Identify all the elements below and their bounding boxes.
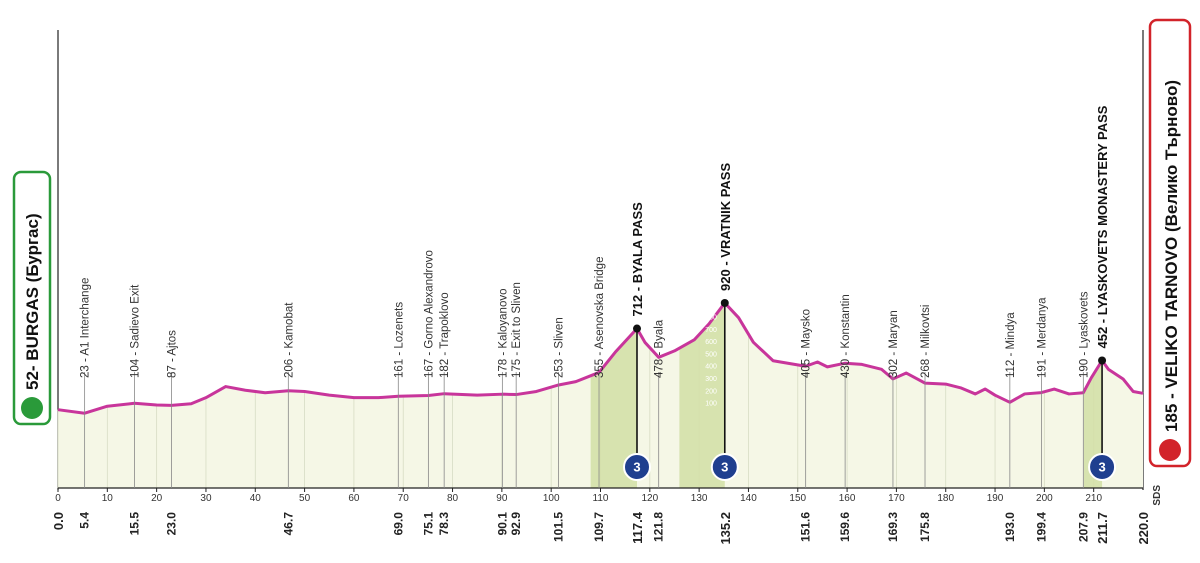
climb-label: 712 - BYALA PASS	[630, 202, 645, 317]
waypoint-label: 253 - Sliven	[554, 317, 566, 378]
waypoint-label: 191 - Merdanya	[1036, 297, 1048, 378]
waypoint-km: 75.1	[421, 512, 435, 536]
waypoint-km: 23.0	[164, 512, 178, 536]
waypoint-km: 169.3	[886, 512, 900, 542]
waypoint-label: 268 - Milkovtsi	[920, 305, 932, 379]
start-km: 0.0	[51, 512, 66, 530]
waypoint-label: 112 - Mindya	[1005, 312, 1017, 378]
climb-icon	[710, 453, 739, 481]
y-tick-label: 500	[705, 351, 717, 358]
y-tick-label: 600	[705, 339, 717, 346]
climb-km: 117.4	[630, 511, 645, 544]
waypoint-km: 175.8	[918, 512, 932, 542]
waypoint-label: 175 - Exit to Sliven	[511, 282, 523, 378]
waypoint-km: 92.9	[509, 512, 523, 536]
waypoint-km: 90.1	[495, 512, 509, 536]
x-tick-label: 20	[151, 493, 163, 504]
climb-km: 135.2	[718, 512, 733, 545]
climb-category: 3	[721, 459, 728, 474]
waypoint-label: 167 - Gorno Alexandrovo	[423, 250, 435, 378]
x-tick-label: 110	[593, 493, 609, 504]
waypoint-km: 69.0	[391, 512, 405, 536]
waypoint-km: 121.8	[652, 512, 666, 542]
x-tick-label: 0	[55, 493, 61, 504]
x-tick-label: 60	[348, 493, 360, 504]
climb-shade	[679, 302, 725, 488]
y-tick-label: 700	[705, 327, 717, 334]
x-tick-label: 80	[447, 493, 459, 504]
waypoint-label: 182 - Trapoklovo	[439, 292, 451, 378]
logo: SDS	[1152, 485, 1163, 506]
y-tick-label: 100	[705, 401, 717, 408]
waypoint-km: 199.4	[1034, 512, 1048, 542]
x-tick-label: 120	[641, 493, 658, 504]
x-tick-label: 170	[888, 493, 905, 504]
waypoint-label: 206 - Kamobat	[283, 302, 295, 378]
waypoint-km: 15.5	[127, 512, 141, 536]
finish-icon	[1159, 439, 1181, 461]
waypoint-km: 101.5	[552, 512, 566, 542]
profile-line	[57, 301, 1144, 415]
waypoint-km: 78.3	[437, 512, 451, 536]
x-tick-label: 140	[740, 493, 757, 504]
finish-label: 185 - VELIKO TARNOVO (Велико Търново)	[1162, 80, 1181, 432]
x-tick-label: 150	[789, 493, 806, 504]
waypoint-label: 302 - Maryan	[888, 310, 900, 378]
x-tick-label: 190	[987, 493, 1004, 504]
waypoint-km: 207.9	[1076, 512, 1090, 542]
y-tick-label: 400	[705, 364, 717, 371]
climb-category: 3	[1098, 459, 1105, 474]
y-tick-label: 800	[705, 315, 717, 322]
x-tick-label: 90	[496, 493, 508, 504]
waypoint-km: 5.4	[78, 512, 92, 529]
x-tick-label: 70	[398, 493, 410, 504]
climb-top	[1098, 356, 1107, 365]
x-tick-label: 130	[691, 493, 708, 504]
x-tick-label: 160	[839, 493, 856, 504]
climb-shade	[590, 328, 637, 488]
waypoint-label: 87 - Ajtos	[166, 330, 178, 378]
start-box	[12, 170, 52, 426]
waypoint-label: 190 - Lyaskovets	[1078, 291, 1090, 378]
waypoint-label: 161 - Lozenets	[393, 302, 405, 378]
climb-label: 452 - LYASKOVETS MONASTERY PASS	[1095, 105, 1110, 348]
climb-icon	[1088, 453, 1117, 481]
climb-category: 3	[633, 459, 640, 474]
x-tick-label: 30	[200, 493, 212, 504]
x-tick-label: 40	[250, 493, 262, 504]
climb-icon	[622, 453, 651, 481]
waypoint-label: 23 - A1 Interchange	[80, 278, 92, 378]
climb-km: 211.7	[1095, 512, 1110, 544]
climb-top	[632, 324, 641, 333]
waypoint-km: 193.0	[1003, 512, 1017, 542]
waypoint-km: 109.7	[592, 512, 606, 542]
x-tick-label: 180	[937, 493, 954, 504]
climb-label: 920 - VRATNIK PASS	[718, 163, 733, 291]
start-label: 52- BURGAS (Бургас)	[23, 213, 42, 390]
waypoint-label: 430 - Konstantin	[840, 294, 852, 378]
waypoint-label: 104 - Sadievo Exit	[129, 284, 141, 378]
x-tick-label: 100	[543, 493, 560, 504]
waypoint-km: 46.7	[281, 512, 295, 536]
waypoint-km: 159.6	[838, 512, 852, 542]
waypoint-label: 355 - Asenovska Bridge	[594, 257, 606, 378]
finish-box	[1148, 18, 1192, 468]
x-tick-label: 210	[1085, 493, 1102, 504]
climb-top	[720, 298, 729, 307]
waypoint-label: 178 - Kaloyanovo	[497, 288, 509, 378]
x-tick-label: 50	[299, 493, 311, 504]
x-tick-label: 200	[1036, 493, 1053, 504]
start-icon	[21, 397, 43, 419]
y-tick-label: 200	[705, 388, 717, 395]
y-tick-label: 300	[705, 376, 717, 383]
waypoint-label: 405 - Maysko	[801, 309, 813, 378]
finish-km: 220.0	[1136, 512, 1151, 545]
x-tick-label: 10	[102, 493, 114, 504]
waypoint-label: 478 - Byala	[654, 319, 666, 378]
waypoint-km: 151.6	[799, 512, 813, 542]
